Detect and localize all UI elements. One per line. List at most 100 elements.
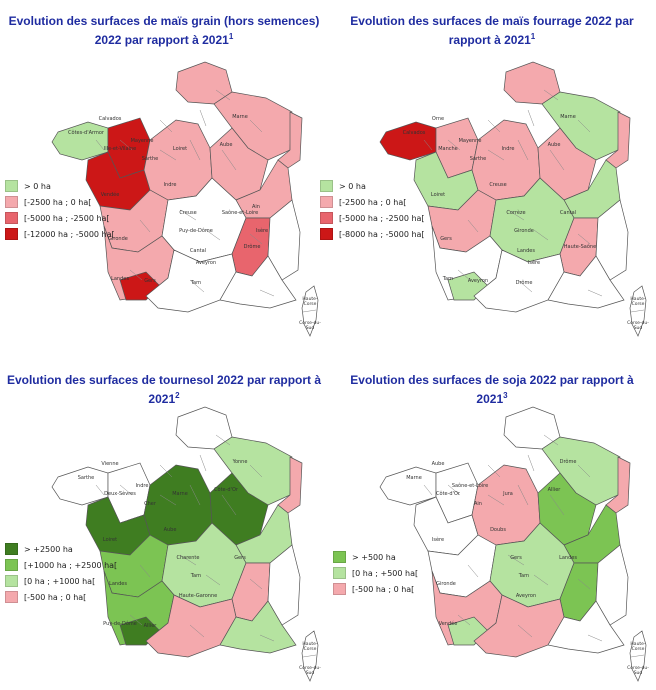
department-label: Aube [548, 142, 561, 148]
legend-item: [0 ha ; +500 ha[ [333, 565, 418, 581]
legend-label: > 0 ha [339, 181, 366, 191]
department-label: Loiret [173, 146, 187, 152]
department-label: Drôme [244, 243, 261, 250]
legend-item: [-2500 ha ; 0 ha[ [5, 194, 115, 210]
department-label: Puy-de-Dôme [103, 620, 137, 627]
legend-swatch [320, 196, 333, 208]
department-label: Saône-et-Loire [222, 209, 258, 216]
corsica-label: Corse [304, 646, 317, 652]
legend-item: > +2500 ha [5, 541, 117, 557]
department-label: Gers [510, 555, 522, 561]
department-label: Isère [528, 259, 540, 266]
department-label: Marne [172, 491, 188, 497]
department-label: Deux-Sèvres [104, 490, 136, 497]
legend-swatch [320, 228, 333, 240]
legend-label: [0 ha ; +500 ha[ [352, 568, 419, 578]
legend-label: [-5000 ha ; -2500 ha[ [339, 213, 425, 223]
department-label: Cher [144, 501, 157, 507]
department-label: Aveyron [468, 278, 488, 284]
region-brittany_w [51, 121, 109, 161]
department-label: Aveyron [196, 260, 216, 266]
department-label: Haute-Garonne [179, 593, 217, 599]
legend-swatch [320, 212, 333, 224]
legend-swatch [5, 212, 18, 224]
region-brittany_w [379, 121, 437, 161]
legend-item: [-5000 ha ; -2500 ha[ [5, 210, 115, 226]
legend-item: [0 ha ; +1000 ha[ [5, 573, 117, 589]
department-label: Drôme [560, 458, 577, 465]
legend-swatch [5, 196, 18, 208]
france-map [379, 406, 631, 658]
legend-mais-fourrage: > 0 ha [-2500 ha ; 0 ha[ [-5000 ha ; -2500… [320, 178, 425, 242]
department-label: Gers [234, 555, 246, 561]
corsica-label: Sud [634, 670, 643, 676]
legend-swatch [333, 551, 346, 563]
legend-item: > 0 ha [320, 178, 425, 194]
legend-swatch [320, 180, 333, 192]
corsica-label: Haute- [302, 641, 318, 647]
panel-title: Evolution des surfaces de tournesol 2022… [6, 373, 322, 406]
region-med [547, 255, 625, 309]
department-label: Marne [232, 114, 248, 120]
department-label: Yonne [232, 459, 248, 465]
corsica-label: Corse-du- [627, 665, 649, 671]
department-label: Gironde [108, 236, 128, 242]
department-label: Aube [164, 527, 177, 533]
legend-label: > +500 ha [352, 552, 396, 562]
region-center [471, 464, 541, 546]
corsica-label: Corse-du- [627, 320, 649, 326]
department-label: Allier [144, 623, 158, 629]
department-label: Vienne [101, 461, 118, 467]
corsica: Haute-Corse Corse-du-Sud [299, 630, 321, 682]
panel-title: Evolution des surfaces de soja 2022 par … [350, 373, 634, 406]
department-label: Isère [256, 227, 268, 234]
legend-label: [-2500 ha ; 0 ha[ [24, 197, 92, 207]
region-med [547, 600, 625, 654]
legend-mais-grain: > 0 ha [-2500 ha ; 0 ha[[-5000 ha ; -2500… [5, 178, 115, 242]
region-med [219, 255, 297, 309]
department-label: Isère [432, 536, 444, 543]
corsica-label: Sud [634, 325, 643, 331]
department-label: Mayenne [459, 138, 482, 144]
panel-title: Evolution des surfaces de maïs fourrage … [350, 14, 634, 47]
department-label: Jura [502, 491, 513, 497]
legend-swatch [5, 591, 18, 603]
department-label: Doubs [490, 527, 506, 533]
department-label: Tarn [518, 573, 529, 579]
department-label: Indre [502, 146, 515, 152]
department-label: Sarthe [142, 156, 159, 162]
department-label: Vendée [101, 191, 120, 198]
corsica-label: Haute- [630, 641, 646, 647]
department-label: Loiret [103, 537, 117, 543]
department-label: Sarthe [470, 156, 487, 162]
legend-label: [-8000 ha ; -5000 ha[ [339, 229, 425, 239]
corsica-label: Corse [632, 646, 645, 652]
legend-swatch [5, 543, 18, 555]
department-label: Marne [406, 475, 422, 481]
legend-label: [0 ha ; +1000 ha[ [24, 576, 96, 586]
legend-swatch [333, 567, 346, 579]
legend-label: [-2500 ha ; 0 ha[ [339, 197, 407, 207]
legend-swatch [5, 228, 18, 240]
region-med [219, 600, 297, 654]
department-label: Drôme [516, 279, 533, 286]
france-map [379, 61, 631, 313]
department-label: Cantal [560, 210, 576, 216]
panel-mais-fourrage: Calvados Orne Manche Mayenne Sarthe Loiret Mar… [320, 0, 656, 345]
department-label: Côte-d'Or [214, 486, 239, 493]
department-label: Ille-et-Vilaine [104, 146, 136, 152]
panel-title: Evolution des surfaces de maïs grain (ho… [8, 14, 320, 47]
department-label: Creuse [179, 210, 196, 216]
department-label: Vendée [439, 620, 458, 627]
legend-swatch [5, 559, 18, 571]
department-label: Landes [559, 555, 577, 561]
department-borders [423, 89, 603, 297]
department-label: Côtes-d'Armor [68, 129, 105, 136]
legend-swatch [333, 583, 346, 595]
legend-label: [-5000 ha ; -2500 ha[ [24, 213, 110, 223]
panel-mais-grain: Côtes-d'Armor Calvados Ille-et-Vilaine Maye… [0, 0, 328, 345]
department-borders [423, 434, 603, 642]
department-label: Landes [109, 581, 127, 587]
